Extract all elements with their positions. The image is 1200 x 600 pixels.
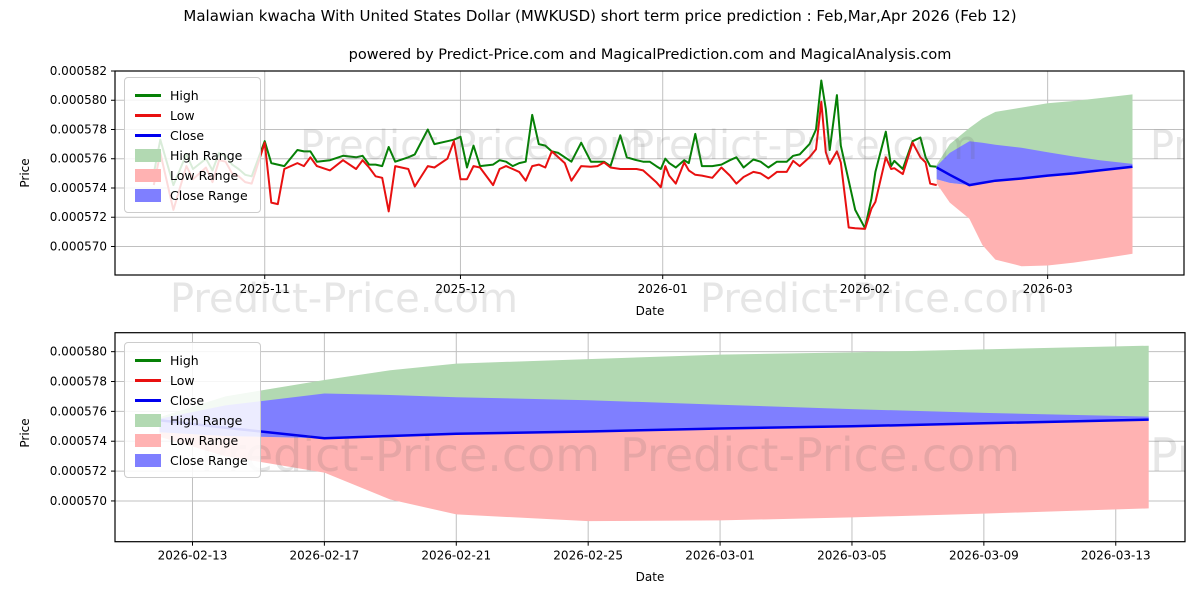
legend-item-label: High Range [170, 147, 243, 163]
close-range-band [936, 141, 1133, 186]
x-tick-label: 2026-03-01 [685, 549, 755, 563]
legend-item-label: Low [170, 107, 195, 123]
legend-swatch [135, 413, 161, 427]
close-range-band [159, 393, 1149, 439]
y-tick-label: 0.000574 [50, 434, 107, 448]
x-tick-label: 2026-02-13 [158, 549, 228, 563]
y-tick-label: 0.000580 [50, 345, 107, 359]
x-tick-label: 2025-11 [240, 282, 290, 296]
y-tick-label: 0.000572 [50, 464, 107, 478]
legend-swatch [135, 358, 161, 362]
legend-swatch [135, 133, 161, 137]
series-high-line [152, 79, 937, 230]
x-tick-label: 2026-02 [840, 282, 890, 296]
legend-item: High Range [135, 145, 248, 165]
bottom-y-axis-label: Price [18, 418, 32, 448]
subtitle: powered by Predict-Price.com and Magical… [348, 47, 952, 63]
legend-item-label: Close Range [170, 187, 248, 203]
x-tick-label: 2026-01 [638, 282, 688, 296]
series-close-line [936, 165, 1133, 187]
main-title: Malawian kwacha With United States Dolla… [183, 7, 1017, 25]
bottom-x-axis-label: Date [635, 570, 665, 584]
y-tick-label: 0.000578 [50, 375, 107, 389]
y-tick-label: 0.000570 [50, 494, 107, 508]
legend-swatch [135, 148, 161, 162]
legend-item: Close [135, 125, 248, 145]
legend-item-label: High Range [170, 412, 243, 428]
y-tick-label: 0.000576 [50, 152, 107, 166]
legend-item: High [135, 350, 248, 370]
legend-item-label: Close [170, 127, 205, 143]
legend-item-label: Low [170, 372, 195, 388]
legend-item-label: High [170, 87, 199, 103]
legend-swatch [135, 453, 161, 467]
low-range-band [936, 166, 1133, 267]
y-tick-label: 0.000580 [50, 93, 107, 107]
legend-item: Low Range [135, 430, 248, 450]
legend-swatch [135, 188, 161, 202]
x-tick-label: 2025-12 [435, 282, 485, 296]
plot-spines [114, 70, 1185, 276]
series-close-line [159, 418, 1149, 440]
legend-item-label: Close Range [170, 452, 248, 468]
legend-item-label: Low Range [170, 432, 239, 448]
y-tick-label: 0.000570 [50, 239, 107, 253]
legend-swatch [135, 433, 161, 447]
top-chart-canvas: 0.000570 0.000572 0.000574 0.000576 0.000578… [50, 64, 1185, 296]
legend-swatch [135, 378, 161, 382]
legend-item: Close Range [135, 450, 248, 470]
legend-item: High [135, 85, 248, 105]
data-layer [159, 345, 1149, 522]
top-y-axis-label: Price [18, 158, 32, 188]
x-tick-label: 2026-03-05 [817, 549, 887, 563]
top-chart: 0.000570 0.000572 0.000574 0.000576 0.000578… [18, 64, 1185, 318]
legend-item: High Range [135, 410, 248, 430]
x-tick-label: 2026-03-09 [949, 549, 1019, 563]
legend-swatch [135, 168, 161, 182]
legend-item: Low [135, 370, 248, 390]
plot-spines [114, 332, 1186, 543]
x-tick-label: 2026-02-25 [553, 549, 623, 563]
x-tick-label: 2026-02-21 [421, 549, 491, 563]
y-tick-label: 0.000574 [50, 181, 107, 195]
bottom-chart-legend: High Low Close High Range Low Range Close Ran… [124, 342, 261, 478]
series-low-line [152, 100, 937, 230]
bottom-chart: 0.000570 0.000572 0.000574 0.000576 0.000578… [0, 320, 1200, 600]
low-range-band [159, 419, 1149, 522]
x-tick-label: 2026-02-17 [290, 549, 360, 563]
y-tick-label: 0.000576 [50, 404, 107, 418]
top-x-axis-label: Date [635, 304, 665, 318]
data-layer [152, 79, 1133, 267]
legend-item: Close Range [135, 185, 248, 205]
legend-swatch [135, 113, 161, 117]
bottom-chart-canvas: 0.000570 0.000572 0.000574 0.000576 0.000578… [50, 332, 1186, 563]
y-tick-label: 0.000572 [50, 210, 107, 224]
y-tick-label: 0.000582 [50, 64, 107, 78]
legend-item: Low [135, 105, 248, 125]
legend-item-label: Close [170, 392, 205, 408]
legend-swatch [135, 398, 161, 402]
y-tick-label: 0.000578 [50, 122, 107, 136]
legend-item: Low Range [135, 165, 248, 185]
legend-item-label: High [170, 352, 199, 368]
x-tick-label: 2026-03 [1023, 282, 1073, 296]
legend-item: Close [135, 390, 248, 410]
legend-swatch [135, 93, 161, 97]
x-tick-label: 2026-03-13 [1081, 549, 1151, 563]
top-chart-legend: High Low Close High Range Low Range Close Ran… [124, 77, 261, 213]
legend-item-label: Low Range [170, 167, 239, 183]
